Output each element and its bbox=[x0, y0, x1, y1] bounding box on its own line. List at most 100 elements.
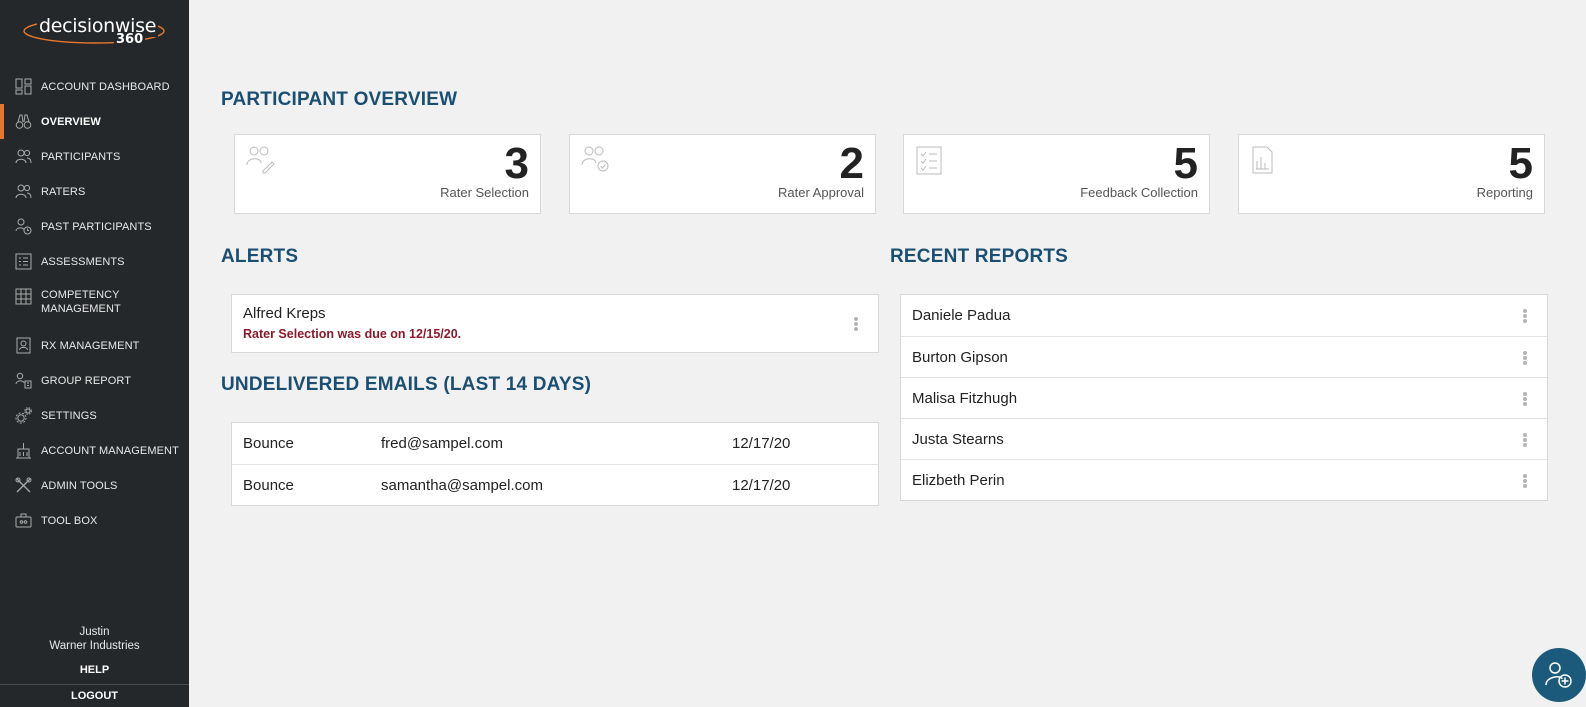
card-label: Rater Approval bbox=[778, 185, 864, 200]
email-address: samantha@sampel.com bbox=[381, 477, 543, 494]
sidebar-item-label: COMPETENCY MANAGEMENT bbox=[41, 289, 121, 315]
undelivered-emails-title: UNDELIVERED EMAILS (LAST 14 DAYS) bbox=[221, 374, 592, 395]
building-icon bbox=[16, 443, 31, 459]
report-menu-icon[interactable] bbox=[1523, 392, 1527, 406]
binoculars-icon bbox=[15, 114, 32, 129]
decisionwise-logo[interactable]: decisionwise 360 bbox=[22, 12, 167, 52]
card-reporting[interactable]: 5 Reporting bbox=[1238, 134, 1545, 214]
card-rater-approval[interactable]: 2 Rater Approval bbox=[569, 134, 876, 214]
card-feedback-collection[interactable]: 5 Feedback Collection bbox=[903, 134, 1210, 214]
report-menu-icon[interactable] bbox=[1523, 351, 1527, 365]
toolbox-icon bbox=[15, 513, 32, 528]
logo-number: 360 bbox=[114, 32, 146, 47]
dashboard-icon bbox=[15, 78, 32, 95]
list-item[interactable]: Daniele Padua bbox=[901, 295, 1547, 336]
report-menu-icon[interactable] bbox=[1523, 474, 1527, 488]
active-indicator bbox=[0, 104, 4, 139]
sidebar-item-label: ACCOUNT DASHBOARD bbox=[41, 80, 170, 93]
sidebar-item-rx-management[interactable]: RX MANAGEMENT bbox=[0, 337, 189, 354]
grid-icon bbox=[15, 288, 32, 305]
report-menu-icon[interactable] bbox=[1523, 309, 1527, 323]
email-date: 12/17/20 bbox=[732, 477, 791, 494]
report-name: Malisa Fitzhugh bbox=[912, 390, 1018, 407]
alert-menu-icon[interactable] bbox=[854, 317, 858, 331]
sidebar-item-label: PAST PARTICIPANTS bbox=[41, 220, 152, 233]
sidebar-item-group-report[interactable]: GROUP REPORT bbox=[0, 372, 189, 389]
list-item[interactable]: Justa Stearns bbox=[901, 418, 1547, 459]
card-label: Reporting bbox=[1476, 185, 1533, 200]
sidebar-divider bbox=[0, 684, 189, 685]
gear-icon bbox=[15, 407, 32, 424]
sidebar-item-past-participants[interactable]: PAST PARTICIPANTS bbox=[0, 218, 189, 235]
sidebar-item-label: ASSESSMENTS bbox=[41, 255, 125, 268]
sidebar-item-tool-box[interactable]: TOOL BOX bbox=[0, 512, 189, 529]
report-chart-icon bbox=[1252, 146, 1273, 174]
report-name: Burton Gipson bbox=[912, 349, 1008, 366]
users-icon bbox=[15, 184, 32, 199]
sidebar-item-account-management[interactable]: ACCOUNT MANAGEMENT bbox=[0, 442, 189, 459]
card-label: Feedback Collection bbox=[1080, 185, 1198, 200]
sidebar-item-label: SETTINGS bbox=[41, 409, 97, 422]
sidebar-item-label: ACCOUNT MANAGEMENT bbox=[41, 444, 179, 457]
badge-icon bbox=[16, 337, 31, 354]
sidebar-item-overview[interactable]: OVERVIEW bbox=[0, 104, 189, 139]
alerts-title: ALERTS bbox=[221, 246, 299, 267]
list-icon bbox=[15, 253, 32, 270]
recent-reports-list: Daniele Padua Burton Gipson Malisa Fitzh… bbox=[900, 294, 1548, 501]
logo-word: decisionwise bbox=[37, 15, 159, 37]
sidebar-item-label: PARTICIPANTS bbox=[41, 150, 121, 163]
card-value: 3 bbox=[504, 139, 529, 188]
card-value: 5 bbox=[1508, 139, 1533, 188]
group-report-icon bbox=[15, 372, 32, 389]
report-menu-icon[interactable] bbox=[1523, 433, 1527, 447]
sidebar-item-competency-management[interactable]: COMPETENCY MANAGEMENT bbox=[0, 288, 189, 319]
card-label: Rater Selection bbox=[440, 185, 529, 200]
recent-reports-title: RECENT REPORTS bbox=[890, 246, 1069, 267]
sidebar: decisionwise 360 ACCOUNT DASHBOARD OVERV… bbox=[0, 0, 189, 707]
sidebar-item-label: ADMIN TOOLS bbox=[41, 479, 118, 492]
email-status: Bounce bbox=[243, 435, 294, 452]
help-link[interactable]: HELP bbox=[79, 664, 110, 676]
logout-link[interactable]: LOGOUT bbox=[70, 690, 119, 702]
report-name: Justa Stearns bbox=[912, 431, 1004, 448]
email-date: 12/17/20 bbox=[732, 435, 791, 452]
sidebar-item-admin-tools[interactable]: ADMIN TOOLS bbox=[0, 477, 189, 494]
participant-overview-title: PARTICIPANT OVERVIEW bbox=[221, 89, 458, 110]
sidebar-item-label: OVERVIEW bbox=[41, 115, 101, 128]
sidebar-item-label: RATERS bbox=[41, 185, 86, 198]
company-name: Warner Industries bbox=[49, 640, 140, 652]
user-name: Justin bbox=[79, 626, 110, 638]
list-item[interactable]: Burton Gipson bbox=[901, 336, 1547, 377]
add-participant-button[interactable] bbox=[1532, 648, 1586, 702]
sidebar-item-account-dashboard[interactable]: ACCOUNT DASHBOARD bbox=[0, 78, 189, 95]
report-name: Elizbeth Perin bbox=[912, 472, 1005, 489]
sidebar-item-participants[interactable]: PARTICIPANTS bbox=[0, 148, 189, 165]
card-value: 5 bbox=[1173, 139, 1198, 188]
sidebar-item-label: RX MANAGEMENT bbox=[41, 339, 140, 352]
alert-participant-name: Alfred Kreps bbox=[243, 305, 326, 322]
table-row[interactable]: Bounce fred@sampel.com 12/17/20 bbox=[232, 423, 878, 464]
add-user-icon bbox=[1545, 662, 1572, 688]
sidebar-item-settings[interactable]: SETTINGS bbox=[0, 407, 189, 424]
rater-approval-icon bbox=[581, 146, 609, 172]
checklist-icon bbox=[916, 146, 942, 175]
rater-selection-icon bbox=[246, 146, 275, 174]
card-value: 2 bbox=[839, 139, 864, 188]
list-item[interactable]: Malisa Fitzhugh bbox=[901, 377, 1547, 418]
tools-icon bbox=[15, 477, 32, 493]
sidebar-item-assessments[interactable]: ASSESSMENTS bbox=[0, 253, 189, 270]
card-rater-selection[interactable]: 3 Rater Selection bbox=[234, 134, 541, 214]
email-status: Bounce bbox=[243, 477, 294, 494]
undelivered-emails-table: Bounce fred@sampel.com 12/17/20 Bounce s… bbox=[231, 422, 879, 506]
sidebar-item-label: TOOL BOX bbox=[41, 514, 98, 527]
list-item[interactable]: Elizbeth Perin bbox=[901, 459, 1547, 500]
sidebar-item-raters[interactable]: RATERS bbox=[0, 183, 189, 200]
table-row[interactable]: Bounce samantha@sampel.com 12/17/20 bbox=[232, 464, 878, 505]
users-icon bbox=[15, 149, 32, 164]
report-name: Daniele Padua bbox=[912, 307, 1011, 324]
sidebar-item-label: GROUP REPORT bbox=[41, 374, 132, 387]
alert-message: Rater Selection was due on 12/15/20. bbox=[243, 327, 462, 341]
alert-item[interactable]: Alfred Kreps Rater Selection was due on … bbox=[231, 294, 879, 353]
users-history-icon bbox=[15, 218, 32, 235]
email-address: fred@sampel.com bbox=[381, 435, 503, 452]
